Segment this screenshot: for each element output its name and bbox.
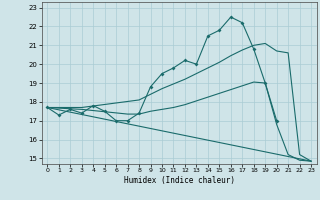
X-axis label: Humidex (Indice chaleur): Humidex (Indice chaleur) [124, 176, 235, 185]
